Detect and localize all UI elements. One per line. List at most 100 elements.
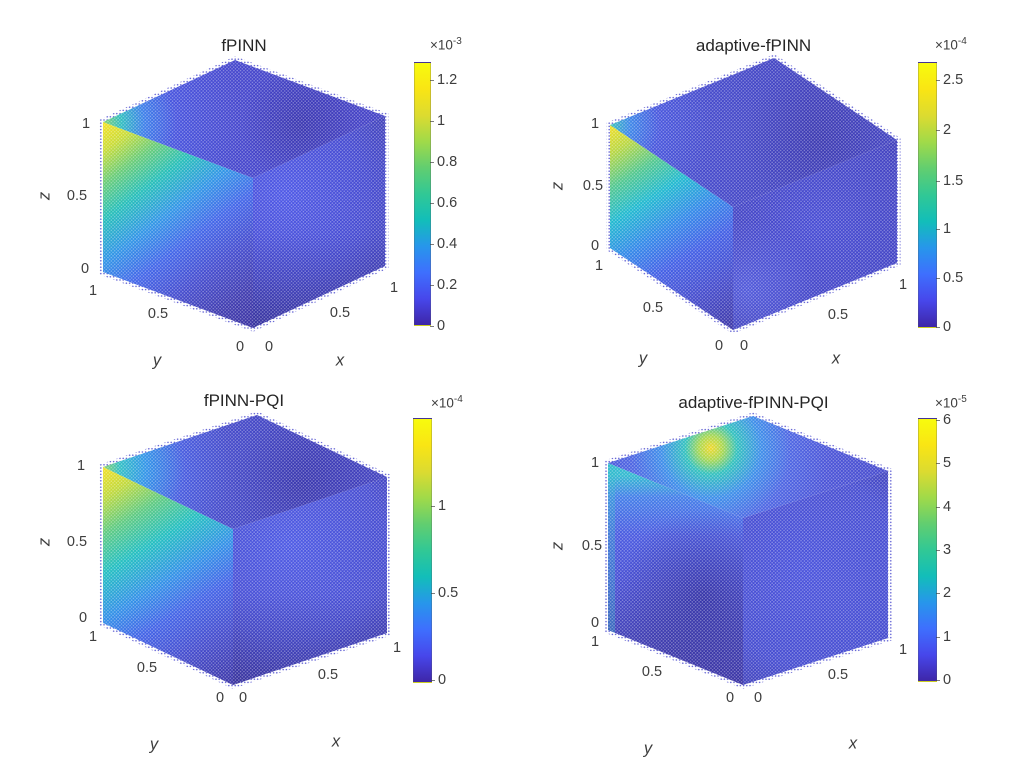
x-tick: 0 <box>264 339 274 355</box>
colorbar-tick: 2 <box>935 122 952 138</box>
x-tick: 0.5 <box>317 667 339 683</box>
z-tick: 1 <box>590 455 600 471</box>
subplot-fpinn: fPINN 1 0.5 0 z 1 0.5 0 0 0.5 1 y x ×10-… <box>0 0 518 380</box>
colorbar-tick: 1 <box>430 498 447 514</box>
colorbar-tick: 0.5 <box>430 585 459 601</box>
plot-title: fPINN-PQI <box>203 391 285 410</box>
colorbar-exp-base: ×10 <box>430 37 453 53</box>
colorbar <box>918 418 937 682</box>
y-tick: 0.5 <box>642 300 664 316</box>
y-axis-label: y <box>149 735 159 754</box>
y-tick: 0 <box>725 690 735 706</box>
colorbar-tick: 0.5 <box>935 270 964 286</box>
y-tick: 1 <box>590 634 600 650</box>
x-axis-label: x <box>335 351 345 370</box>
z-tick: 1 <box>590 116 600 132</box>
y-tick: 0.5 <box>641 664 663 680</box>
z-tick: 0 <box>80 261 90 277</box>
x-tick: 0 <box>238 690 248 706</box>
colorbar-tick: 5 <box>935 455 952 471</box>
colorbar <box>918 62 937 328</box>
colorbar-exponent: ×10-4 <box>431 394 463 411</box>
z-axis-label: z <box>548 181 567 191</box>
z-tick: 0.5 <box>581 538 603 554</box>
point-cloud-texture <box>610 58 897 330</box>
y-tick: 0 <box>215 690 225 706</box>
colorbar-tick: 0.4 <box>429 236 458 252</box>
colorbar-exp-base: ×10 <box>431 395 454 411</box>
point-cloud-texture <box>103 60 385 328</box>
x-tick: 0.5 <box>827 307 849 323</box>
x-tick: 1 <box>392 640 402 656</box>
colorbar-tick: 0 <box>430 672 447 688</box>
colorbar-exponent: ×10-4 <box>935 36 967 53</box>
colorbar-tick: 2.5 <box>935 72 964 88</box>
z-tick: 1 <box>76 458 86 474</box>
colorbar-tick: 1 <box>935 221 952 237</box>
z-axis-label: z <box>35 191 54 201</box>
y-tick: 1 <box>88 283 98 299</box>
y-tick: 1 <box>594 258 604 274</box>
x-axis-label: x <box>331 732 341 751</box>
colorbar-tick: 4 <box>935 499 952 515</box>
colorbar-tick: 1.2 <box>429 72 458 88</box>
x-tick: 1 <box>898 277 908 293</box>
colorbar-tick: 0 <box>429 318 446 334</box>
z-axis-label: z <box>548 541 567 551</box>
subplot-fpinn-pqi: fPINN-PQI 1 0.5 0 z 1 0.5 0 0 0.5 1 y x … <box>0 380 518 760</box>
x-tick: 0 <box>739 338 749 354</box>
point-cloud-texture <box>103 415 387 685</box>
colorbar-exp-power: -4 <box>957 36 967 47</box>
colorbar-exp-base: ×10 <box>935 37 958 53</box>
y-tick: 0.5 <box>147 306 169 322</box>
colorbar-exp-base: ×10 <box>935 395 958 411</box>
y-tick: 0.5 <box>136 660 158 676</box>
x-tick: 1 <box>898 642 908 658</box>
colorbar-exp-power: -5 <box>957 394 967 405</box>
colorbar-tick: 3 <box>935 542 952 558</box>
z-tick: 0.5 <box>582 178 604 194</box>
cube-point-cloud <box>99 411 391 689</box>
colorbar-exp-power: -4 <box>453 394 463 405</box>
colorbar-tick: 6 <box>935 412 952 428</box>
x-tick: 1 <box>389 280 399 296</box>
y-tick: 0 <box>714 338 724 354</box>
x-tick: 0.5 <box>827 667 849 683</box>
colorbar-tick: 0.8 <box>429 154 458 170</box>
subplot-adaptive-fpinn: adaptive-fPINN 1 0.5 0 z 1 0.5 0 0 0.5 1… <box>518 0 1036 380</box>
y-axis-label: y <box>152 351 162 370</box>
z-tick: 0 <box>590 238 600 254</box>
colorbar-tick: 1 <box>935 629 952 645</box>
x-axis-label: x <box>831 349 841 368</box>
cube-point-cloud <box>99 56 389 332</box>
colorbar-exponent: ×10-3 <box>430 36 462 53</box>
point-cloud-texture <box>608 416 888 685</box>
colorbar-exp-power: -3 <box>452 36 462 47</box>
x-tick: 0 <box>753 690 763 706</box>
y-axis-label: y <box>638 349 648 368</box>
colorbar-tick: 1 <box>429 113 446 129</box>
colorbar-tick: 2 <box>935 585 952 601</box>
y-tick: 0 <box>235 339 245 355</box>
x-axis-label: x <box>848 734 858 753</box>
y-axis-label: y <box>643 739 653 758</box>
z-tick: 0 <box>590 615 600 631</box>
z-tick: 0 <box>78 610 88 626</box>
plot-title: fPINN <box>221 36 267 55</box>
z-tick: 1 <box>81 116 91 132</box>
x-tick: 0.5 <box>329 305 351 321</box>
colorbar-tick: 0 <box>935 319 952 335</box>
colorbar-tick: 0.6 <box>429 195 458 211</box>
cube-point-cloud <box>604 412 892 689</box>
colorbar-tick: 0.2 <box>429 277 458 293</box>
z-tick: 0.5 <box>66 534 88 550</box>
plot-title: adaptive-fPINN-PQI <box>678 393 829 412</box>
colorbar <box>414 62 431 326</box>
colorbar <box>413 418 432 683</box>
z-axis-label: z <box>35 537 54 547</box>
subplot-adaptive-fpinn-pqi: adaptive-fPINN-PQI 1 0.5 0 z 1 0.5 0 0 0… <box>518 380 1036 760</box>
z-tick: 0.5 <box>66 188 88 204</box>
y-tick: 1 <box>88 629 98 645</box>
colorbar-tick: 0 <box>935 672 952 688</box>
